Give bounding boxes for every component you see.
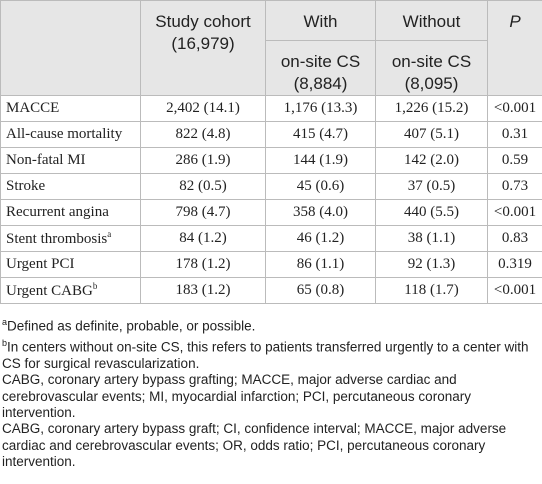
data-cell: 118 (1.7) (375, 277, 488, 304)
data-cell: 0.319 (487, 251, 542, 278)
table-row: Stent thrombosisa 84 (1.2) 46 (1.2) 38 (1.1… (0, 225, 542, 252)
row-label-cell: Urgent PCI (0, 251, 141, 278)
footnote-text: CABG, coronary artery bypass graft; CI, … (2, 421, 507, 470)
table-row: Urgent PCI 178 (1.2) 86 (1.1) 92 (1.3) 0.319 (0, 251, 542, 278)
data-cell: 142 (2.0) (375, 147, 488, 174)
data-cell: 822 (4.8) (140, 121, 266, 148)
row-label: Urgent CABG (6, 283, 93, 299)
data-cell: 440 (5.5) (375, 199, 488, 226)
table-row: Stroke 82 (0.5) 45 (0.6) 37 (0.5) 0.73 (0, 173, 542, 200)
table-body: MACCE 2,402 (14.1) 1,176 (13.3) 1,226 (15.2… (0, 95, 542, 304)
superscript: a (107, 229, 112, 239)
row-label: Urgent PCI (6, 256, 75, 272)
footnote: aDefined as definite, probable, or possi… (2, 314, 538, 335)
table-row: Recurrent angina 798 (4.7) 358 (4.0) 440 (5… (0, 199, 542, 226)
header-text: (8,095) (404, 74, 459, 93)
superscript: a (2, 317, 8, 327)
data-cell: 86 (1.1) (265, 251, 376, 278)
table-row: All-cause mortality 822 (4.8) 415 (4.7) 407… (0, 121, 542, 148)
data-cell: 798 (4.7) (140, 199, 266, 226)
header-cell: P (487, 0, 542, 96)
header-text: P (509, 12, 521, 31)
data-cell: <0.001 (487, 199, 542, 226)
data-cell: 183 (1.2) (140, 277, 266, 304)
footnote: CABG, coronary artery bypass graft; CI, … (2, 421, 538, 470)
footnote-text: In centers without on-site CS, this refe… (2, 339, 529, 371)
row-label: Stent thrombosis (6, 231, 108, 247)
data-cell: 2,402 (14.1) (140, 95, 266, 122)
header-text: (16,979) (171, 34, 235, 53)
table-row: Non-fatal MI 286 (1.9) 144 (1.9) 142 (2.0) 0… (0, 147, 542, 174)
row-label-cell: Stent thrombosisa (0, 225, 141, 252)
header-cell: Study cohort (16,979) (140, 0, 266, 96)
header-cell (0, 0, 141, 96)
data-cell: 0.73 (487, 173, 542, 200)
data-cell: 0.83 (487, 225, 542, 252)
row-label: Recurrent angina (6, 204, 109, 220)
row-label-cell: Urgent CABGb (0, 277, 141, 304)
data-cell: 0.59 (487, 147, 542, 174)
header-text: on-site CS (391, 52, 472, 71)
data-cell: 37 (0.5) (375, 173, 488, 200)
header-text: With (303, 12, 338, 31)
footnote: bIn centers without on-site CS, this ref… (2, 335, 538, 372)
row-label: All-cause mortality (6, 126, 123, 142)
header-text: on-site CS (280, 52, 361, 71)
data-cell: 46 (1.2) (265, 225, 376, 252)
header-text: Without (402, 12, 461, 31)
data-cell: 1,176 (13.3) (265, 95, 376, 122)
header-cell: on-site CS (8,884) (265, 40, 376, 96)
header-text: Study cohort (155, 12, 251, 31)
data-cell: 65 (0.8) (265, 277, 376, 304)
data-cell: 82 (0.5) (140, 173, 266, 200)
data-cell: 45 (0.6) (265, 173, 376, 200)
footnote-text: Defined as definite, probable, or possib… (7, 318, 256, 334)
data-cell: <0.001 (487, 95, 542, 122)
data-cell: 407 (5.1) (375, 121, 488, 148)
header-cell: on-site CS (8,095) (375, 40, 488, 96)
row-label: Non-fatal MI (6, 152, 86, 168)
header-text: (8,884) (293, 74, 348, 93)
footnotes: aDefined as definite, probable, or possi… (0, 304, 542, 471)
row-label-cell: Recurrent angina (0, 199, 141, 226)
row-label-cell: Stroke (0, 173, 141, 200)
data-cell: 1,226 (15.2) (375, 95, 488, 122)
row-label-cell: MACCE (0, 95, 141, 122)
table-row: MACCE 2,402 (14.1) 1,176 (13.3) 1,226 (15.2… (0, 95, 542, 122)
data-cell: <0.001 (487, 277, 542, 304)
header-cell: With (265, 0, 376, 41)
data-cell: 92 (1.3) (375, 251, 488, 278)
data-table: Study cohort (16,979) With Without P on-s… (0, 0, 542, 304)
footnote: CABG, coronary artery bypass grafting; M… (2, 372, 538, 421)
data-cell: 84 (1.2) (140, 225, 266, 252)
data-cell: 178 (1.2) (140, 251, 266, 278)
data-cell: 38 (1.1) (375, 225, 488, 252)
data-cell: 0.31 (487, 121, 542, 148)
row-label: MACCE (6, 100, 60, 116)
row-label: Stroke (6, 178, 46, 194)
data-cell: 358 (4.0) (265, 199, 376, 226)
row-label-cell: All-cause mortality (0, 121, 141, 148)
data-cell: 144 (1.9) (265, 147, 376, 174)
data-cell: 415 (4.7) (265, 121, 376, 148)
footnote-text: CABG, coronary artery bypass grafting; M… (2, 372, 471, 421)
data-cell: 286 (1.9) (140, 147, 266, 174)
header-cell: Without (375, 0, 488, 41)
row-label-cell: Non-fatal MI (0, 147, 141, 174)
superscript: b (2, 337, 8, 348)
superscript: b (92, 281, 98, 291)
table-row: Urgent CABGb 183 (1.2) 65 (0.8) 118 (1.7) <0… (0, 277, 542, 304)
